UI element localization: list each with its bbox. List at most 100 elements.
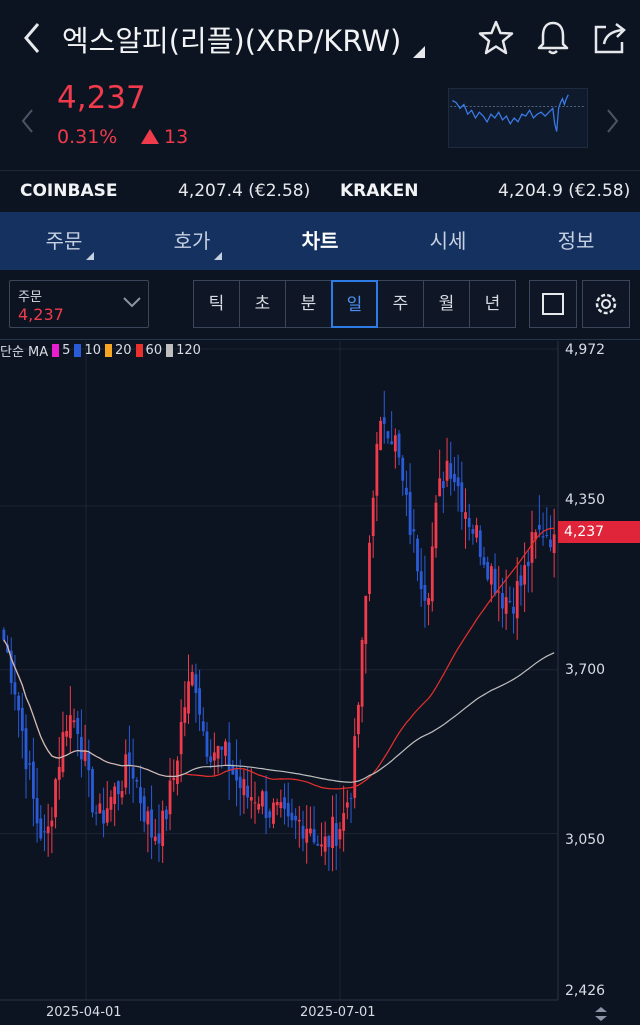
candle-body bbox=[482, 557, 486, 565]
period-month-button[interactable]: 월 bbox=[423, 280, 470, 328]
y-tick-label: 3,050 bbox=[565, 832, 606, 848]
candle-body bbox=[305, 828, 309, 843]
previous-coin-icon[interactable] bbox=[18, 106, 38, 136]
candle-body bbox=[272, 802, 275, 824]
candle-body bbox=[35, 797, 39, 824]
candle-body bbox=[334, 823, 338, 846]
candle-body bbox=[331, 816, 334, 849]
candle-body bbox=[201, 721, 205, 732]
next-coin-icon[interactable] bbox=[602, 106, 622, 136]
price-chart[interactable] bbox=[0, 340, 640, 1025]
chart-type-button[interactable] bbox=[529, 280, 577, 328]
candle-body bbox=[393, 435, 397, 452]
candle-body bbox=[179, 722, 183, 755]
candle-body bbox=[50, 820, 54, 827]
candle-body bbox=[113, 786, 117, 805]
candle-body bbox=[401, 457, 405, 481]
candle-body bbox=[87, 752, 91, 771]
order-dropdown[interactable]: 주문 4,237 bbox=[9, 280, 149, 328]
chart-scroll-handle-icon[interactable] bbox=[593, 1006, 609, 1022]
candle-body bbox=[308, 828, 312, 834]
tab-order[interactable]: 주문 bbox=[0, 212, 128, 270]
candle-body bbox=[467, 518, 471, 528]
candle-body bbox=[116, 781, 120, 795]
ma-legend-prefix: 단순 MA bbox=[0, 345, 49, 360]
candle-body bbox=[61, 732, 65, 773]
candle-body bbox=[65, 730, 69, 737]
candle-body bbox=[76, 717, 80, 734]
period-week-button[interactable]: 주 bbox=[377, 280, 424, 328]
y-tick-label: 2,426 bbox=[565, 983, 606, 999]
candle-body bbox=[72, 720, 76, 723]
candle-body bbox=[168, 780, 172, 815]
candle-body bbox=[537, 524, 541, 530]
candle-body bbox=[327, 835, 331, 847]
candle-body bbox=[224, 741, 227, 756]
tab-orderbook[interactable]: 호가 bbox=[128, 212, 256, 270]
candle-body bbox=[419, 571, 423, 590]
candle-body bbox=[512, 606, 515, 614]
period-second-button[interactable]: 초 bbox=[239, 280, 286, 328]
share-icon[interactable] bbox=[590, 18, 630, 58]
candle-body bbox=[216, 745, 220, 759]
mini-chart[interactable] bbox=[448, 88, 588, 148]
period-tick-button[interactable]: 틱 bbox=[193, 280, 240, 328]
settings-button[interactable] bbox=[582, 280, 630, 328]
candle-body bbox=[83, 749, 87, 761]
candle-body bbox=[39, 818, 43, 839]
candle-body bbox=[102, 810, 105, 824]
candle-body bbox=[423, 585, 427, 601]
candle-body bbox=[161, 810, 165, 847]
candle-body bbox=[54, 779, 57, 818]
candle-body bbox=[519, 575, 523, 586]
star-icon[interactable] bbox=[476, 18, 516, 58]
ma120-label: 120 bbox=[176, 343, 201, 358]
candle-body bbox=[9, 650, 13, 683]
back-icon[interactable] bbox=[18, 18, 48, 58]
candle-body bbox=[105, 808, 109, 823]
page-title[interactable]: 엑스알피(리플)(XRP/KRW) bbox=[62, 24, 402, 58]
bell-icon[interactable] bbox=[533, 18, 573, 58]
candle-body bbox=[471, 529, 475, 534]
candle-body bbox=[501, 593, 504, 609]
candle-body bbox=[139, 787, 142, 804]
tab-market-price[interactable]: 시세 bbox=[384, 212, 512, 270]
period-year-button[interactable]: 년 bbox=[469, 280, 516, 328]
ma5-swatch bbox=[52, 344, 60, 357]
price-summary: 4,237 0.31% 13 bbox=[0, 78, 640, 170]
tab-label: 시세 bbox=[429, 229, 467, 253]
tab-label: 차트 bbox=[301, 229, 339, 253]
candle-body bbox=[345, 802, 349, 808]
candle-body bbox=[176, 760, 179, 785]
gear-icon bbox=[595, 293, 617, 315]
candle-body bbox=[526, 561, 530, 567]
tab-info[interactable]: 정보 bbox=[512, 212, 640, 270]
candle-body bbox=[220, 746, 224, 750]
candle-body bbox=[456, 477, 460, 487]
candle-body bbox=[257, 803, 261, 810]
period-minute-button[interactable]: 분 bbox=[285, 280, 332, 328]
candle-body bbox=[249, 797, 253, 801]
period-day-button[interactable]: 일 bbox=[331, 280, 378, 328]
ma120-swatch bbox=[166, 344, 174, 357]
title-dropdown-icon[interactable] bbox=[413, 46, 425, 58]
candle-body bbox=[128, 752, 131, 766]
candle-body bbox=[17, 695, 21, 711]
candle-body bbox=[238, 776, 242, 788]
exchange-value: 4,207.4 (€2.58) bbox=[178, 181, 311, 201]
ma120-line bbox=[3, 639, 555, 783]
candle-body bbox=[153, 836, 157, 841]
candle-body bbox=[131, 767, 135, 779]
change-amount: 13 bbox=[164, 126, 189, 148]
menu-corner-icon bbox=[86, 252, 94, 260]
period-selector: 틱 초 분 일 주 월 년 bbox=[193, 280, 516, 328]
candle-body bbox=[508, 601, 512, 603]
tab-chart[interactable]: 차트 bbox=[256, 212, 384, 270]
candle-body bbox=[386, 431, 390, 439]
candle-body bbox=[441, 481, 445, 489]
chevron-down-icon bbox=[123, 297, 141, 308]
candle-body bbox=[371, 497, 375, 537]
candle-body bbox=[453, 473, 456, 483]
x-tick-label: 2025-04-01 bbox=[46, 1005, 122, 1020]
candle-body bbox=[416, 538, 419, 572]
